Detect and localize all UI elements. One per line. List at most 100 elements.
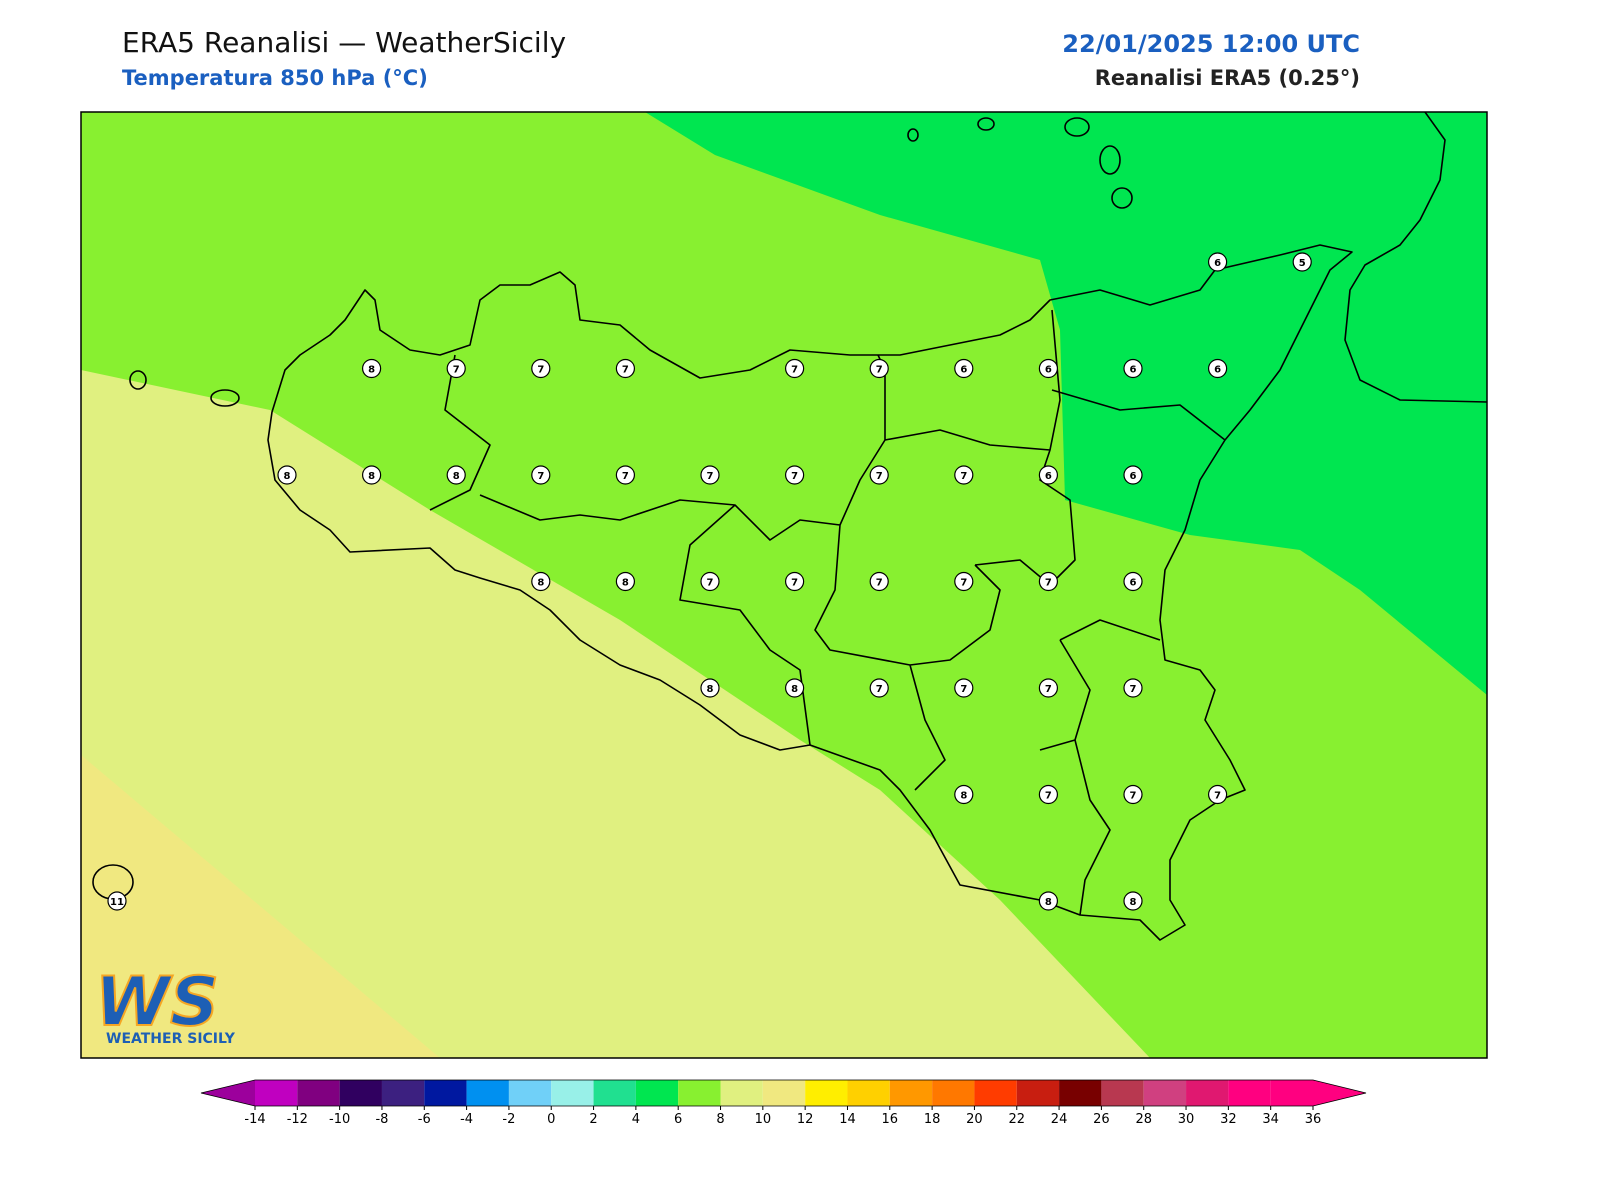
station-value: 7 [1045,684,1052,695]
station-marker [1123,571,1143,592]
station-value: 7 [791,578,798,589]
colorbar-box [508,1080,552,1106]
station-marker [531,465,551,485]
station-value: 6 [1214,365,1221,376]
station-value: 7 [876,471,883,482]
station-value: 7 [1130,791,1137,802]
station-marker [954,571,974,592]
colorbar-under [201,1080,255,1106]
station-marker [1038,465,1059,485]
colorbar-box [847,1080,890,1106]
station-value: 7 [960,471,967,482]
coastline [267,244,1353,941]
colorbar-tick-label: 8 [716,1112,724,1127]
colorbar-tick-label: -8 [375,1112,388,1127]
stations: 6 5 8 7 7 7 7 7 6 6 6 6 8 8 8 7 7 7 7 7 7 6 6 8 8 7 7 7 7 7 6 8 8 7 7 7 7 8 7 7… [107,252,1312,911]
station-value: 6 [1214,258,1221,269]
station-value: 7 [876,365,883,376]
colorbar-box [255,1080,298,1106]
colorbar-box [932,1080,975,1106]
station-marker [1038,571,1059,592]
colorbar-box [635,1080,679,1106]
colorbar-tick-label: 2 [589,1112,597,1127]
station-marker [1123,358,1143,379]
colorbar-tick-label: 22 [1008,1112,1025,1127]
colorbar-tick-label: -6 [418,1112,431,1127]
logo-mark: WS [95,963,219,1042]
station-marker [531,571,551,592]
colorbar-tick-label: 16 [882,1112,899,1127]
colorbar-tick-label: -10 [329,1112,350,1127]
station-value: 7 [707,471,714,482]
station-marker [700,571,720,592]
colorbar-box [593,1080,636,1106]
map-frame [80,111,1488,1059]
station-marker [954,465,974,485]
station-value: 8 [791,684,798,695]
colorbar: -14 -12 -10 -8 -6 -4 -2 0 2 4 6 8 10 12 14 16 18 20 22 24 26… [200,1079,1367,1127]
temperature-field [81,112,1487,1058]
colorbar-box [1143,1080,1187,1106]
colorbar-tick-label: 26 [1093,1112,1110,1127]
colorbar-box [974,1080,1017,1106]
colorbar-box [678,1080,721,1106]
station-value: 8 [960,791,967,802]
colorbar-tick-label: 28 [1135,1112,1152,1127]
station-value: 8 [368,365,375,376]
station-marker [531,358,551,379]
station-value: 7 [537,471,544,482]
colorbar-tick-label: 0 [547,1112,555,1127]
station-value: 7 [960,684,967,695]
station-value: 8 [707,684,714,695]
station-value: 7 [622,365,629,376]
colorbar-tick-label: -4 [460,1112,473,1127]
station-value: 7 [622,471,629,482]
colorbar-tick-label: 20 [966,1112,983,1127]
station-value: 8 [453,471,460,482]
station-value: 7 [1130,684,1137,695]
station-value: 7 [876,684,883,695]
station-value: 8 [1045,897,1052,908]
station-marker [869,465,889,485]
logo: WS WEATHER SICILY [94,962,236,1047]
station-value: 7 [1045,578,1052,589]
colorbar-tick-label: -2 [502,1112,515,1127]
colorbar-tick-label: 4 [632,1112,640,1127]
colorbar-box [805,1080,848,1106]
colorbar-box [1101,1080,1144,1106]
station-marker [784,571,805,592]
station-marker [700,465,720,485]
station-value: 8 [537,578,544,589]
station-marker [615,571,636,592]
station-marker [784,465,805,485]
station-marker [1292,252,1312,272]
colorbar-tick-label: 36 [1305,1112,1322,1127]
station-marker [277,465,297,485]
station-marker [954,678,974,698]
station-value: 6 [1045,471,1052,482]
station-value: 6 [1130,365,1137,376]
colorbar-box [339,1080,382,1106]
colorbar-box [466,1080,509,1106]
station-marker [1207,784,1228,805]
colorbar-tick-label: -12 [287,1112,308,1127]
station-marker [107,891,127,911]
colorbar-box [1270,1080,1313,1106]
field-8-10 [81,370,1150,1058]
station-value: 6 [1130,471,1137,482]
station-marker [1038,358,1059,379]
station-value: 6 [960,365,967,376]
colorbar-tick-label: 32 [1220,1112,1237,1127]
station-marker [1207,358,1228,379]
station-marker [446,465,466,485]
colorbar-tick-label: 14 [839,1112,856,1127]
colorbar-box [297,1080,340,1106]
station-value: 6 [1045,365,1052,376]
colorbar-tick-label: 24 [1051,1112,1068,1127]
station-marker [869,571,889,592]
colorbar-tick-label: 10 [755,1112,772,1127]
colorbar-over [1313,1080,1366,1106]
station-marker [700,678,720,698]
calabria-coast [1344,112,1487,403]
station-marker [446,358,466,379]
